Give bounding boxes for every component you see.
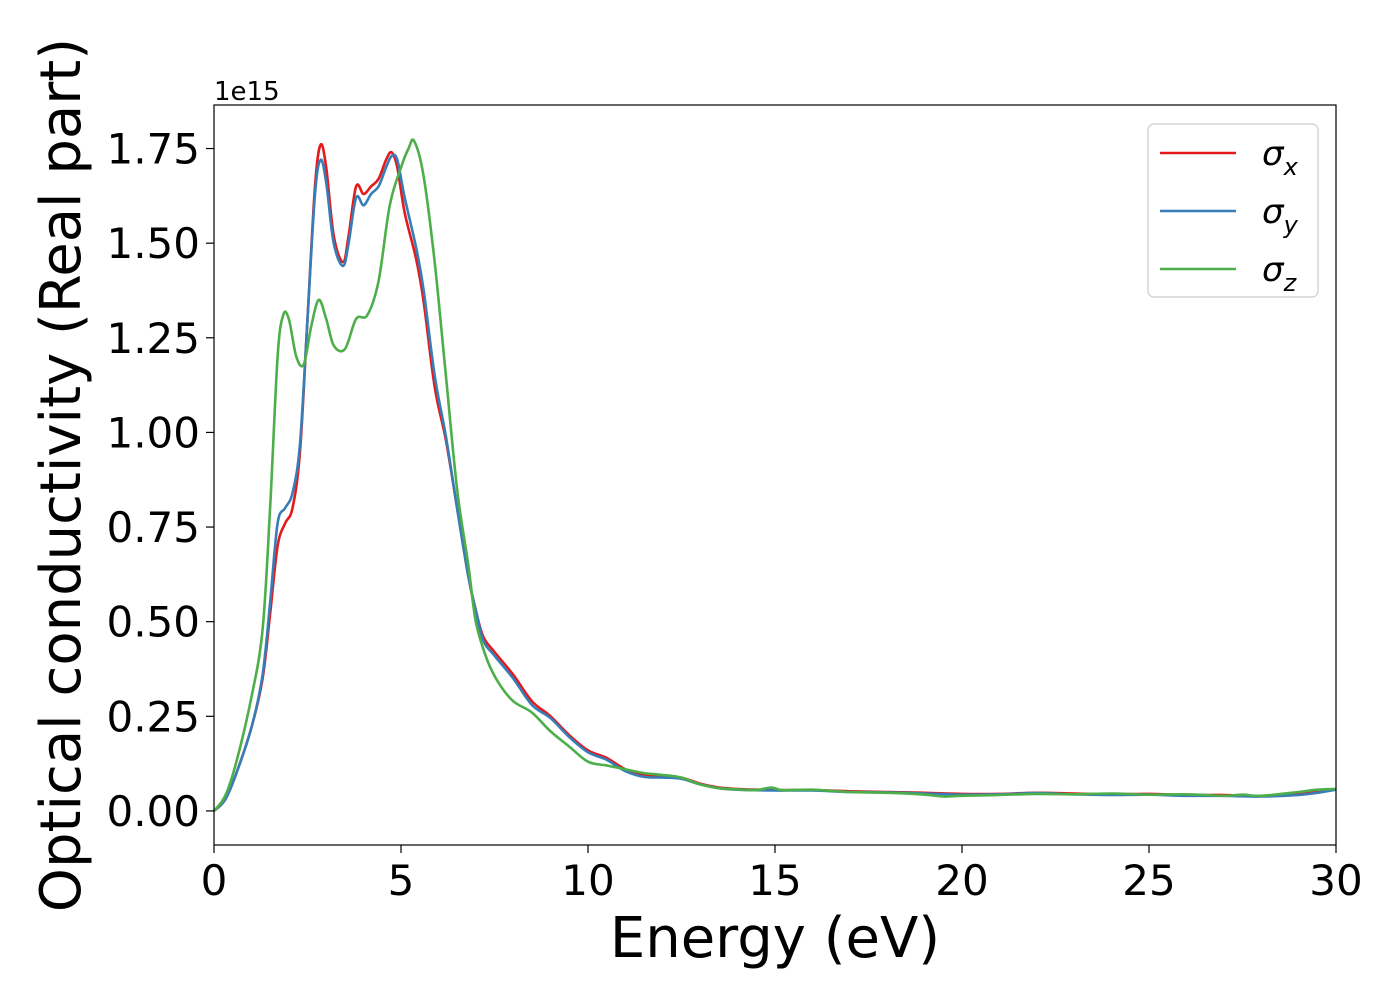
y-tick-label: 0.75 xyxy=(106,503,200,552)
y-tick-label: 0.00 xyxy=(106,787,200,836)
y-tick-label: 1.75 xyxy=(106,125,200,174)
x-tick-label: 0 xyxy=(201,856,228,905)
y-tick-label: 1.50 xyxy=(106,219,200,268)
y-axis-label: Optical conductivity (Real part) xyxy=(29,38,94,912)
legend-label-z: σz xyxy=(1262,250,1298,297)
y-tick-label: 1.00 xyxy=(106,408,200,457)
legend-label-y: σy xyxy=(1262,192,1299,239)
y-offset-text: 1e15 xyxy=(214,77,280,107)
series-layer xyxy=(212,138,1337,812)
y-tick-label: 1.25 xyxy=(106,314,200,363)
x-axis-ticks: 0 5 10 15 20 25 30 xyxy=(201,845,1363,905)
y-axis-ticks: 0.00 0.25 0.50 0.75 1.00 1.25 1.50 1.75 xyxy=(106,125,214,836)
x-tick-label: 25 xyxy=(1122,856,1175,905)
legend: σx σy σz xyxy=(1147,123,1319,298)
x-tick-label: 30 xyxy=(1309,856,1362,905)
x-tick-label: 10 xyxy=(561,856,614,905)
x-tick-label: 15 xyxy=(748,856,801,905)
x-tick-label: 20 xyxy=(935,856,988,905)
series-line-z xyxy=(212,138,1337,812)
y-tick-label: 0.25 xyxy=(106,692,200,741)
x-tick-label: 5 xyxy=(388,856,415,905)
legend-label-x: σx xyxy=(1262,134,1299,181)
x-axis-label: Energy (eV) xyxy=(610,906,940,971)
y-tick-label: 0.50 xyxy=(106,598,200,647)
